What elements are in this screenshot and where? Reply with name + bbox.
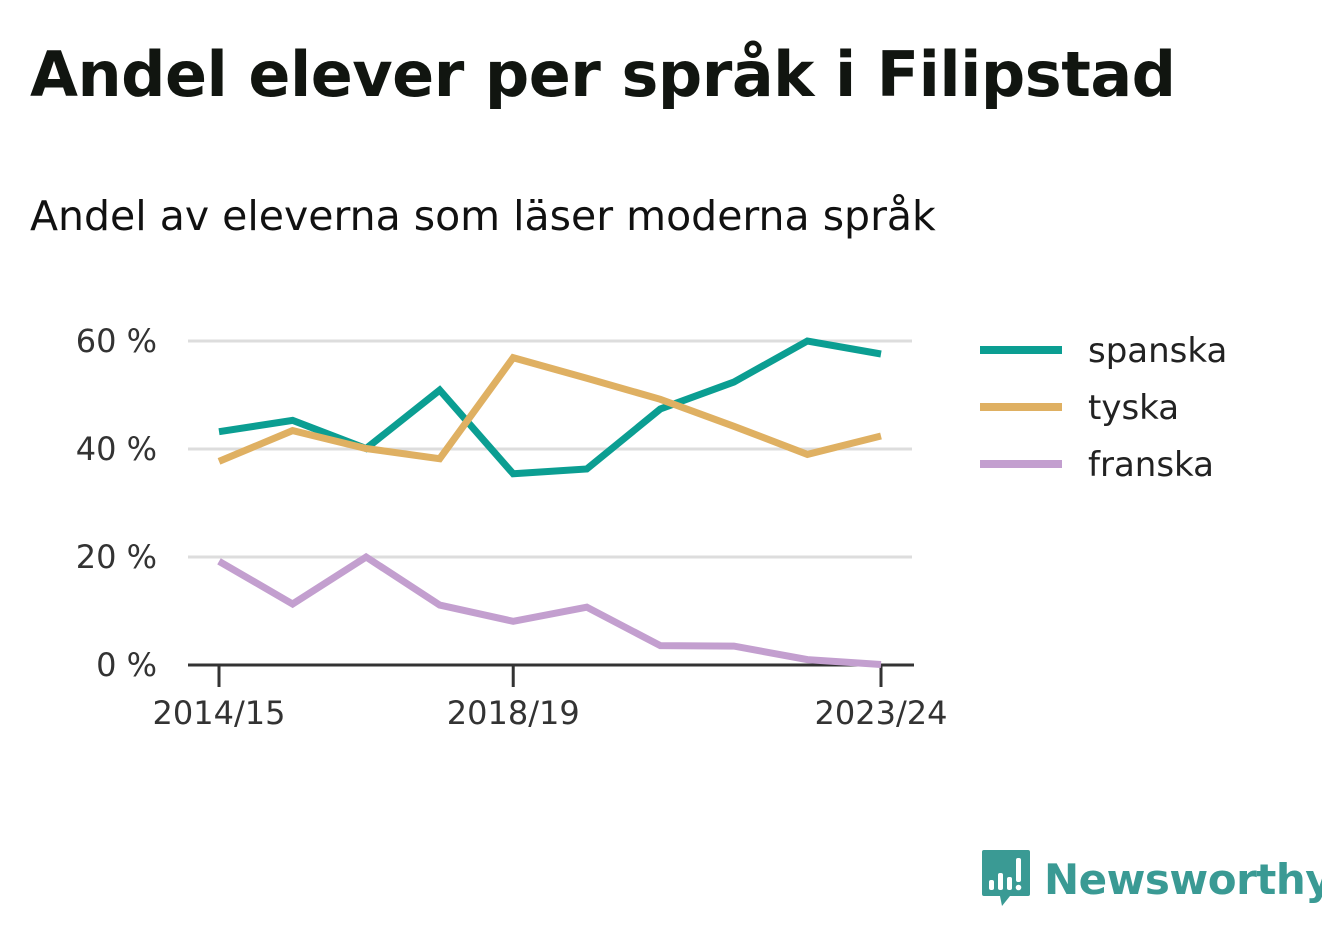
y-tick-label: 60 % bbox=[76, 322, 157, 360]
legend-label-spanska: spanska bbox=[1088, 331, 1227, 371]
legend: spanska tyska franska bbox=[980, 331, 1227, 485]
newsworthy-logo-icon bbox=[982, 850, 1030, 906]
newsworthy-logo: Newsworthy bbox=[980, 848, 1322, 910]
series-line-tyska bbox=[217, 353, 882, 465]
grid-lines bbox=[188, 339, 912, 559]
y-tick-label: 20 % bbox=[76, 538, 157, 576]
series-line-spanska bbox=[218, 337, 882, 478]
x-tick-label: 2018/19 bbox=[447, 694, 580, 732]
x-tick-label: 2014/15 bbox=[153, 694, 286, 732]
series-lines bbox=[217, 337, 882, 668]
legend-label-franska: franska bbox=[1088, 445, 1214, 485]
legend-label-tyska: tyska bbox=[1088, 388, 1179, 428]
newsworthy-logo-text: Newsworthy bbox=[1044, 854, 1322, 904]
series-line-franska bbox=[217, 552, 882, 668]
y-tick-label: 40 % bbox=[76, 430, 157, 468]
axes: 0 % 20 % 40 % 60 % 2014/15 2018/19 2023/24 bbox=[76, 322, 948, 732]
y-tick-label: 0 % bbox=[96, 646, 157, 684]
chart-title: Andel elever per språk i Filipstad bbox=[30, 38, 1176, 111]
chart-subtitle: Andel av eleverna som läser moderna språ… bbox=[30, 192, 936, 240]
x-tick-label: 2023/24 bbox=[815, 694, 948, 732]
